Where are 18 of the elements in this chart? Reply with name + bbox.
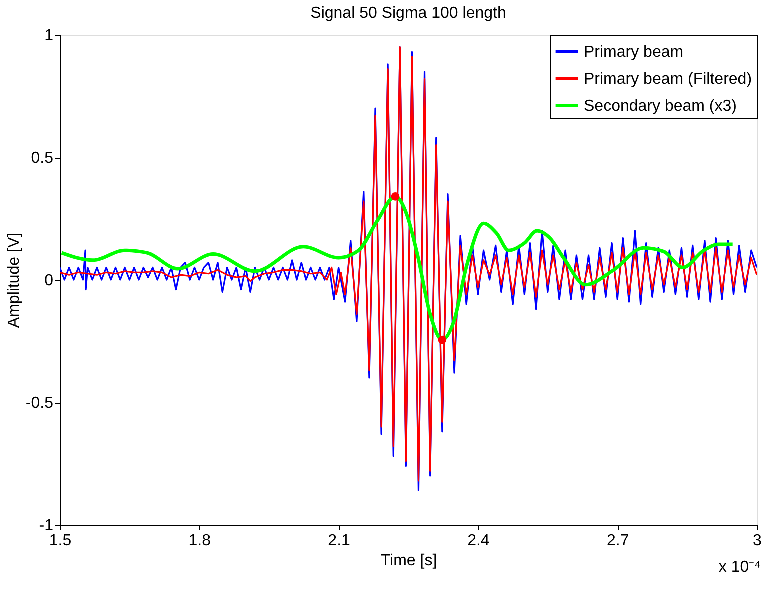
y-tick-label: 0 bbox=[44, 272, 54, 290]
y-axis-title: Amplitude [V] bbox=[6, 232, 23, 328]
text: x 10⁻⁴ bbox=[718, 559, 762, 576]
y-tick-label: -1 bbox=[39, 518, 54, 534]
x-tick-label: 2.4 bbox=[468, 532, 490, 550]
x-tick-label: 1.5 bbox=[49, 532, 72, 550]
x-axis-title: Time [s] bbox=[380, 552, 438, 570]
x-tick-label: 3 bbox=[753, 532, 762, 550]
x-tick-label: 1.8 bbox=[188, 532, 212, 550]
legend-label: Primary beam (Filtered) bbox=[584, 71, 752, 88]
chart-title: Signal 50 Sigma 100 length bbox=[310, 5, 506, 22]
legend-label: Primary beam bbox=[584, 44, 684, 61]
legend-label: Secondary beam (x3) bbox=[584, 98, 737, 115]
y-tick-label: 0.5 bbox=[31, 150, 54, 167]
y-tick-label: -0.5 bbox=[26, 395, 54, 412]
y-tick-label: 1 bbox=[44, 28, 54, 44]
x-tick-label: 2.7 bbox=[606, 532, 630, 550]
x-tick-label: 2.1 bbox=[328, 532, 351, 550]
